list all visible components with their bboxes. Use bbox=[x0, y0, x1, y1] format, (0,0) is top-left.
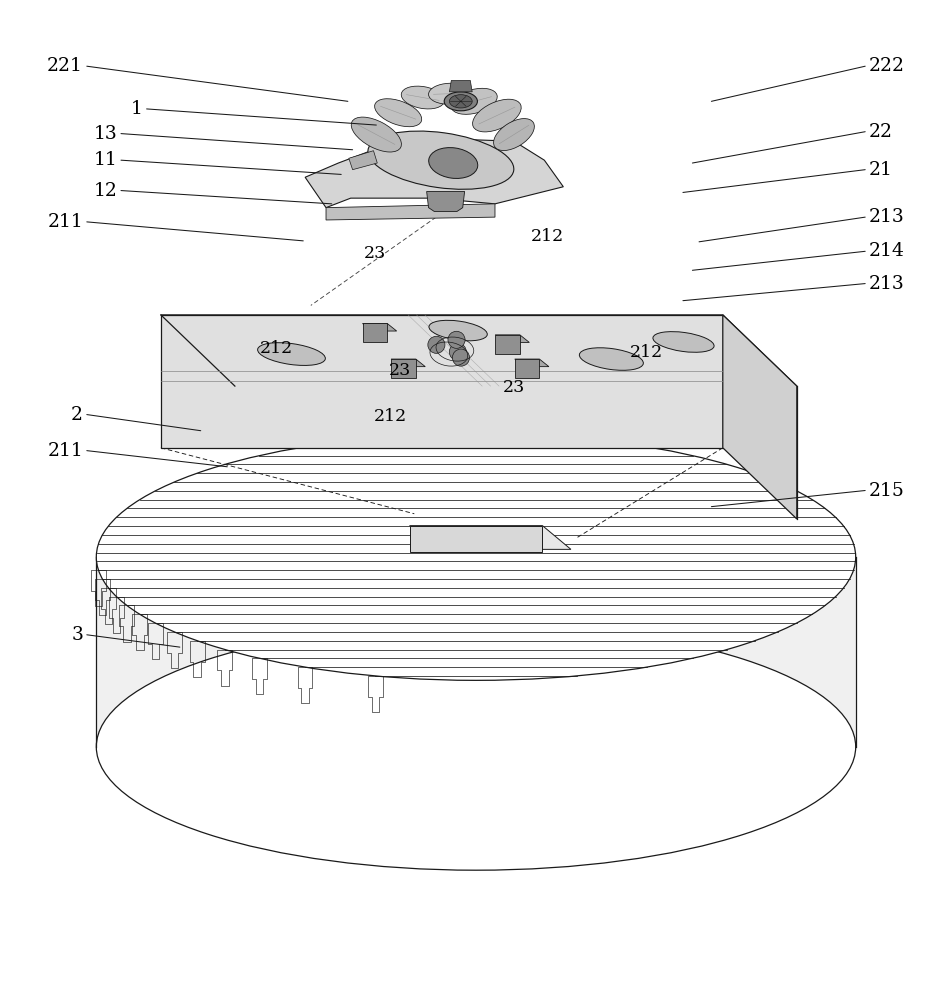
Circle shape bbox=[452, 349, 469, 366]
Polygon shape bbox=[515, 359, 540, 378]
Text: 13: 13 bbox=[93, 125, 117, 143]
Ellipse shape bbox=[472, 99, 521, 132]
Polygon shape bbox=[363, 323, 397, 331]
Text: 213: 213 bbox=[869, 208, 904, 226]
Polygon shape bbox=[96, 434, 856, 747]
Ellipse shape bbox=[96, 434, 856, 680]
Text: 2: 2 bbox=[71, 406, 83, 424]
Polygon shape bbox=[495, 335, 520, 354]
Ellipse shape bbox=[445, 92, 477, 111]
Ellipse shape bbox=[367, 131, 514, 189]
Ellipse shape bbox=[258, 343, 326, 365]
Polygon shape bbox=[409, 526, 571, 549]
Ellipse shape bbox=[451, 88, 497, 114]
Text: 3: 3 bbox=[71, 626, 83, 644]
Circle shape bbox=[427, 336, 445, 353]
Ellipse shape bbox=[375, 99, 422, 127]
Text: 212: 212 bbox=[531, 228, 565, 245]
Text: 211: 211 bbox=[48, 213, 83, 231]
Polygon shape bbox=[326, 204, 495, 220]
Text: 211: 211 bbox=[48, 442, 83, 460]
Text: 215: 215 bbox=[869, 482, 904, 500]
Text: 12: 12 bbox=[93, 182, 117, 200]
Polygon shape bbox=[495, 335, 529, 342]
Text: 212: 212 bbox=[260, 340, 293, 357]
Text: 22: 22 bbox=[869, 123, 893, 141]
Polygon shape bbox=[515, 359, 549, 367]
Circle shape bbox=[448, 331, 465, 348]
Text: 213: 213 bbox=[869, 275, 904, 293]
Polygon shape bbox=[391, 359, 416, 378]
Text: 222: 222 bbox=[869, 57, 905, 75]
Polygon shape bbox=[723, 315, 797, 519]
Polygon shape bbox=[161, 315, 723, 448]
Polygon shape bbox=[161, 315, 797, 386]
Text: 23: 23 bbox=[364, 245, 387, 262]
Ellipse shape bbox=[401, 86, 445, 109]
Polygon shape bbox=[449, 80, 472, 92]
Polygon shape bbox=[409, 526, 543, 552]
Text: 214: 214 bbox=[869, 242, 904, 260]
Ellipse shape bbox=[428, 148, 478, 178]
Polygon shape bbox=[363, 323, 387, 342]
Text: 221: 221 bbox=[48, 57, 83, 75]
Text: 212: 212 bbox=[630, 344, 663, 361]
Text: 11: 11 bbox=[93, 151, 117, 169]
Text: 21: 21 bbox=[869, 161, 893, 179]
Ellipse shape bbox=[493, 119, 534, 151]
Ellipse shape bbox=[580, 348, 644, 370]
Polygon shape bbox=[348, 151, 377, 170]
Ellipse shape bbox=[653, 332, 714, 352]
Ellipse shape bbox=[428, 83, 470, 104]
Polygon shape bbox=[391, 359, 426, 367]
Text: 23: 23 bbox=[503, 379, 525, 396]
Polygon shape bbox=[306, 139, 564, 208]
Ellipse shape bbox=[351, 117, 402, 152]
Ellipse shape bbox=[449, 95, 472, 108]
Ellipse shape bbox=[429, 320, 487, 341]
Polygon shape bbox=[426, 192, 465, 211]
Text: 212: 212 bbox=[373, 408, 407, 425]
Text: 1: 1 bbox=[131, 100, 143, 118]
Circle shape bbox=[449, 343, 466, 360]
Text: 23: 23 bbox=[388, 362, 411, 379]
